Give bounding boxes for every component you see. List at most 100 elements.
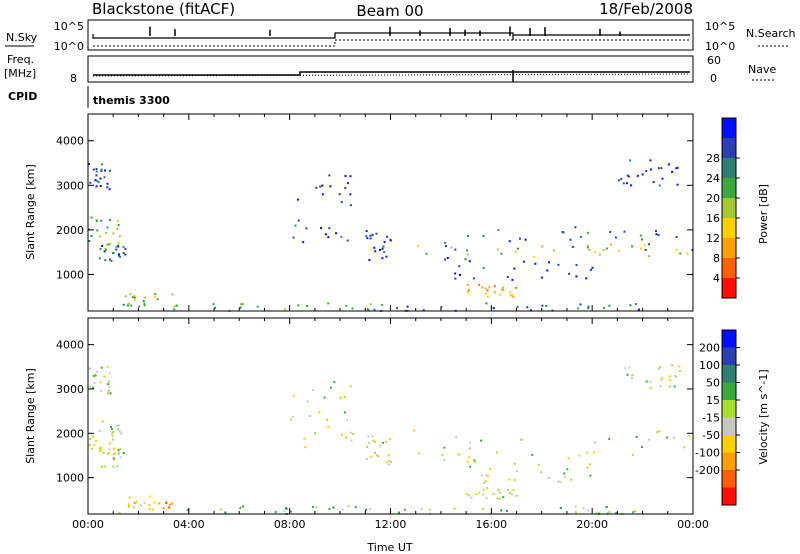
velocity-cell (132, 506, 135, 509)
power-cell (130, 304, 133, 307)
nsky-panel: N.Sky 10^5 10^0 10^5 10^0 N.Search (5, 19, 796, 53)
power-cell (349, 193, 352, 196)
power-cell (655, 233, 658, 236)
power-cell (446, 257, 449, 259)
power-cell (569, 238, 572, 241)
power-cell (327, 302, 330, 305)
velocity-cell (118, 512, 121, 515)
power-cell (497, 229, 500, 231)
velocity-xtick-label: 20:00 (576, 518, 608, 531)
power-cell (382, 245, 385, 248)
velocity-cell (366, 445, 368, 448)
power-cell (371, 233, 374, 236)
power-colorbar-tick-label: 4 (713, 272, 720, 285)
power-cell (119, 256, 122, 258)
velocity-cell (608, 437, 611, 440)
power-cell (511, 278, 514, 281)
power-cell (95, 168, 98, 170)
power-cell (98, 235, 101, 238)
power-cell (534, 262, 537, 265)
velocity-cell (88, 367, 91, 370)
power-cell (464, 258, 467, 261)
velocity-cell (669, 378, 671, 381)
velocity-cell (372, 439, 375, 442)
power-cell (105, 248, 107, 251)
power-cell (240, 306, 243, 309)
power-cell (99, 247, 102, 250)
velocity-ylabel: Slant Range [km] (24, 368, 37, 464)
velocity-cell (149, 495, 152, 498)
velocity-cell (303, 437, 306, 440)
power-cell (385, 255, 388, 258)
velocity-cell (557, 480, 560, 483)
power-cell (608, 304, 611, 307)
velocity-cell (327, 425, 330, 428)
cpid-label: CPID (8, 90, 37, 103)
power-ytick-label: 3000 (56, 179, 84, 192)
station-title: Blackstone (fitACF) (92, 0, 235, 18)
power-colorbar-tick-label: 16 (706, 212, 720, 225)
power-cell (383, 240, 386, 243)
velocity-cell (375, 454, 378, 457)
velocity-cell (111, 428, 113, 430)
power-cell (115, 245, 118, 248)
nsky-label: N.Sky (6, 31, 38, 44)
velocity-cell (168, 506, 171, 509)
velocity-cell (107, 383, 110, 386)
power-colorbar-swatch (722, 118, 736, 138)
power-cell (587, 307, 590, 310)
velocity-cell (589, 474, 592, 477)
power-cell (530, 309, 532, 312)
power-cell (637, 308, 640, 311)
power-cell (466, 253, 469, 256)
power-cell (122, 246, 125, 248)
power-cell (658, 184, 661, 187)
nsky-trace (92, 32, 690, 40)
velocity-cell (289, 510, 292, 513)
velocity-cell (478, 491, 481, 494)
velocity-cell (112, 457, 115, 460)
power-cell (175, 304, 178, 307)
power-cell (100, 168, 103, 171)
power-cell (648, 255, 650, 258)
power-cell (634, 303, 637, 305)
velocity-colorbar-tick-label: 15 (706, 394, 720, 407)
power-cell (349, 175, 352, 178)
power-cell (156, 298, 159, 301)
velocity-cell (304, 446, 307, 449)
velocity-ytick-label: 2000 (56, 427, 84, 440)
velocity-cell (466, 493, 469, 496)
power-cell (346, 239, 349, 242)
power-colorbar-tick-label: 24 (706, 172, 720, 185)
power-cell (577, 307, 580, 310)
power-cell (122, 303, 125, 306)
velocity-cell (605, 506, 608, 508)
power-cell (369, 234, 372, 237)
power-cell (346, 182, 349, 185)
power-cell (472, 277, 475, 280)
velocity-cell (563, 472, 566, 475)
velocity-cell (669, 385, 672, 388)
velocity-cell (453, 507, 456, 510)
velocity-xtick-label: 04:00 (173, 518, 205, 531)
power-cell (422, 309, 425, 312)
power-cell (284, 308, 286, 311)
velocity-cell (489, 467, 491, 470)
power-cell (109, 258, 112, 261)
power-ytick-label: 4000 (56, 135, 84, 148)
velocity-cell (285, 508, 288, 510)
power-cell (100, 169, 103, 172)
velocity-cell (457, 453, 460, 456)
power-cell (568, 272, 571, 275)
velocity-cell (485, 497, 488, 500)
power-cell (118, 254, 121, 257)
velocity-cell (635, 436, 638, 438)
velocity-cell (443, 458, 446, 461)
velocity-cell (519, 438, 522, 441)
velocity-cell (312, 506, 315, 508)
power-cell (675, 236, 678, 238)
velocity-cell (111, 435, 114, 438)
power-cell (110, 260, 113, 262)
velocity-cell (112, 465, 115, 468)
velocity-cell (658, 430, 661, 433)
